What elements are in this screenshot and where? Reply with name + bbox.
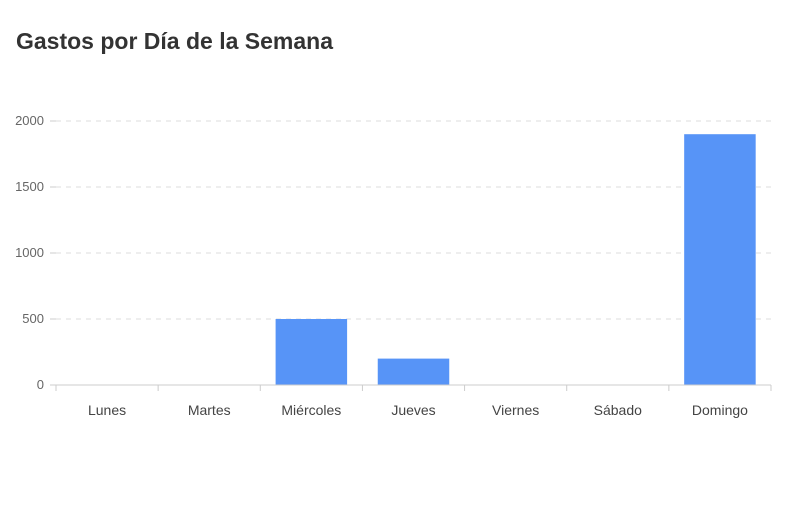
x-tick-label: Viernes	[492, 402, 539, 418]
gridlines	[56, 120, 771, 320]
x-tick-label: Domingo	[692, 402, 748, 418]
bar-domingo[interactable]	[684, 134, 756, 385]
chart-title: Gastos por Día de la Semana	[16, 28, 334, 54]
x-tick-label: Martes	[188, 402, 231, 418]
bars	[275, 134, 756, 385]
bar-jueves[interactable]	[377, 358, 450, 385]
x-tick-label: Jueves	[391, 402, 435, 418]
x-tick-label: Sábado	[594, 402, 642, 418]
y-tick-label: 500	[22, 311, 44, 326]
x-tick-label: Lunes	[88, 402, 126, 418]
y-tick-label: 1000	[15, 245, 44, 260]
x-tick-label: Miércoles	[281, 402, 341, 418]
y-tick-label: 0	[37, 377, 44, 392]
axes: 0 500 1000 1500 2000 Lunes Martes Miércoles Juev…	[15, 113, 772, 418]
y-tick-label: 2000	[15, 113, 44, 128]
bar-miércoles[interactable]	[275, 319, 348, 385]
y-tick-label: 1500	[15, 179, 44, 194]
